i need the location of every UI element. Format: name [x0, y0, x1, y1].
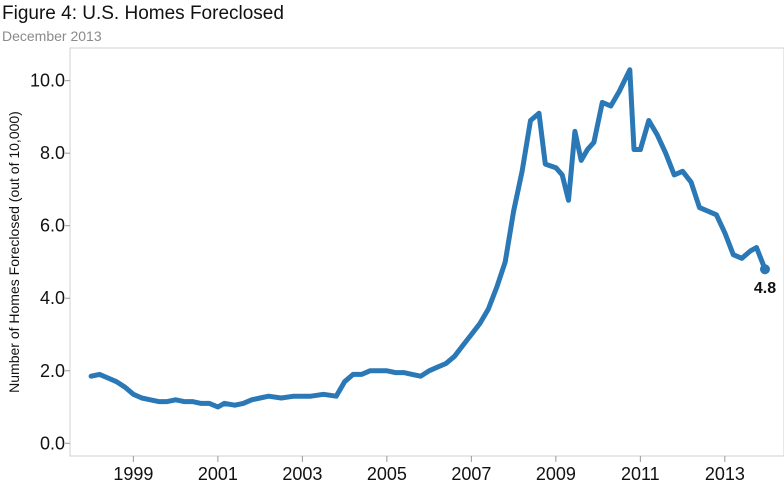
x-tick-label: 2013: [705, 464, 745, 484]
y-tick-label: 6.0: [40, 216, 65, 236]
y-tick-label: 8.0: [40, 143, 65, 163]
x-tick-label: 2011: [621, 464, 660, 484]
x-tick-label: 2007: [451, 464, 491, 484]
chart-subtitle: December 2013: [2, 28, 102, 44]
y-tick-label: 4.0: [40, 288, 65, 308]
plot-frame: [69, 47, 784, 457]
end-value-label: 4.8: [754, 280, 776, 297]
x-tick-label: 2009: [536, 464, 576, 484]
end-point: [759, 264, 770, 275]
series-line: [88, 67, 768, 410]
y-tick-label: 0.0: [40, 433, 65, 453]
y-tick-label: 10.0: [30, 71, 65, 91]
x-tick-label: 2003: [282, 464, 322, 484]
chart-title: Figure 4: U.S. Homes Foreclosed: [2, 3, 284, 24]
x-tick-label: 2001: [198, 464, 238, 484]
x-tick-label: 1999: [113, 464, 153, 484]
y-tick-label: 2.0: [40, 361, 65, 381]
y-axis-label: Number of Homes Foreclosed (out of 10,00…: [6, 111, 22, 393]
x-tick-label: 2005: [367, 464, 407, 484]
